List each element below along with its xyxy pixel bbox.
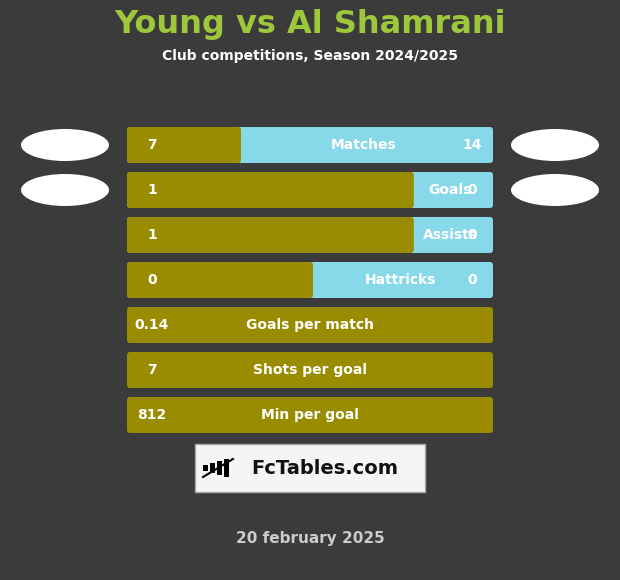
FancyBboxPatch shape (127, 262, 493, 298)
Text: 0: 0 (147, 273, 157, 287)
Text: 0: 0 (467, 183, 477, 197)
Text: 1: 1 (147, 183, 157, 197)
Text: 812: 812 (138, 408, 167, 422)
Text: 0: 0 (467, 228, 477, 242)
FancyBboxPatch shape (127, 262, 313, 298)
Text: 0.14: 0.14 (135, 318, 169, 332)
Text: 1: 1 (147, 228, 157, 242)
FancyBboxPatch shape (127, 307, 493, 343)
Text: 7: 7 (147, 363, 157, 377)
FancyBboxPatch shape (127, 127, 493, 163)
FancyBboxPatch shape (127, 172, 414, 208)
Text: 7: 7 (147, 138, 157, 152)
Text: Assists: Assists (423, 228, 478, 242)
Text: 0: 0 (467, 273, 477, 287)
FancyBboxPatch shape (127, 127, 241, 163)
Ellipse shape (21, 174, 109, 206)
Text: FcTables.com: FcTables.com (252, 459, 399, 477)
FancyBboxPatch shape (195, 444, 425, 492)
Bar (203, 465, 208, 471)
Text: 20 february 2025: 20 february 2025 (236, 531, 384, 546)
FancyBboxPatch shape (127, 172, 493, 208)
FancyBboxPatch shape (127, 352, 493, 388)
Bar (224, 459, 229, 477)
FancyBboxPatch shape (127, 217, 414, 253)
Ellipse shape (21, 129, 109, 161)
Text: Matches: Matches (331, 138, 397, 152)
Ellipse shape (511, 129, 599, 161)
Text: 14: 14 (463, 138, 482, 152)
Bar (210, 463, 215, 473)
Text: Goals per match: Goals per match (246, 318, 374, 332)
Ellipse shape (511, 174, 599, 206)
Text: Hattricks: Hattricks (365, 273, 436, 287)
Text: Young vs Al Shamrani: Young vs Al Shamrani (114, 9, 506, 41)
Bar (217, 461, 222, 475)
Text: Goals: Goals (428, 183, 472, 197)
Text: Shots per goal: Shots per goal (253, 363, 367, 377)
Text: Club competitions, Season 2024/2025: Club competitions, Season 2024/2025 (162, 49, 458, 63)
FancyBboxPatch shape (127, 397, 493, 433)
Text: Min per goal: Min per goal (261, 408, 359, 422)
FancyBboxPatch shape (127, 217, 493, 253)
